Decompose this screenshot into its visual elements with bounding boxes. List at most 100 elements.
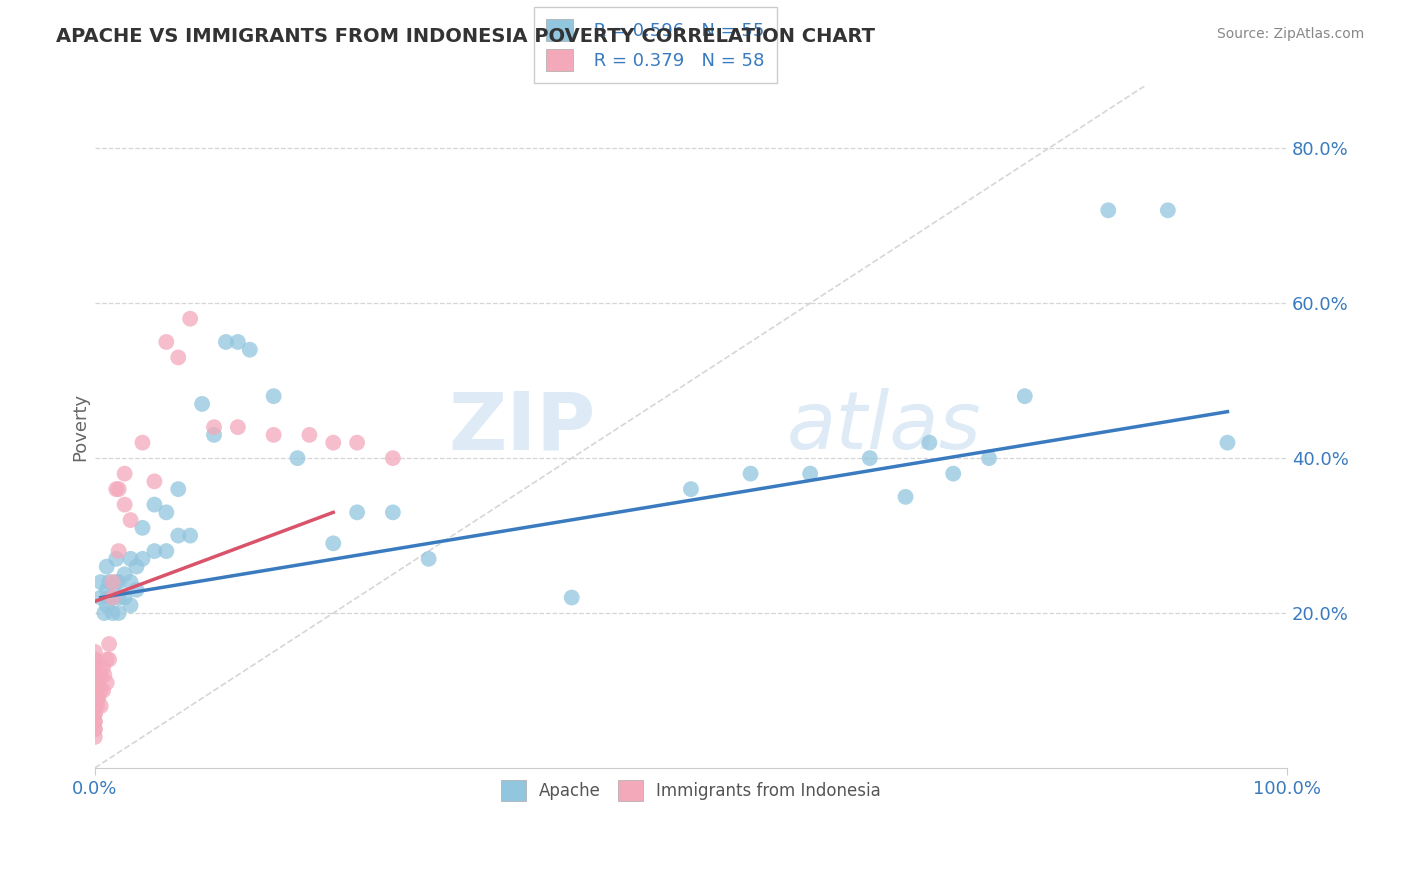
Point — [90, 668, 112, 682]
Point — [114, 567, 136, 582]
Point — [101, 591, 124, 605]
Point — [83, 691, 105, 706]
Point — [96, 652, 118, 666]
Point — [93, 606, 115, 620]
Point — [155, 334, 177, 349]
Point — [96, 599, 118, 613]
Y-axis label: Poverty: Poverty — [72, 393, 89, 461]
Point — [87, 691, 110, 706]
Point — [120, 513, 142, 527]
Point — [179, 528, 201, 542]
Point — [105, 575, 128, 590]
Point — [83, 668, 105, 682]
Point — [167, 482, 190, 496]
Point — [83, 714, 105, 729]
Point — [93, 668, 115, 682]
Point — [114, 591, 136, 605]
Point — [98, 591, 121, 605]
Point — [101, 606, 124, 620]
Point — [131, 551, 153, 566]
Point — [83, 698, 105, 713]
Point — [91, 683, 114, 698]
Point — [98, 652, 121, 666]
Point — [120, 599, 142, 613]
Point — [202, 428, 225, 442]
Point — [101, 575, 124, 590]
Point — [83, 723, 105, 737]
Point — [83, 668, 105, 682]
Point — [107, 606, 129, 620]
Point — [83, 683, 105, 698]
Point — [90, 575, 112, 590]
Point — [83, 660, 105, 674]
Point — [298, 428, 321, 442]
Point — [90, 591, 112, 605]
Point — [799, 467, 821, 481]
Point — [561, 591, 583, 605]
Point — [143, 475, 166, 489]
Point — [83, 714, 105, 729]
Point — [1097, 203, 1119, 218]
Point — [87, 675, 110, 690]
Point — [96, 582, 118, 597]
Point — [86, 683, 108, 698]
Point — [918, 435, 941, 450]
Point — [202, 420, 225, 434]
Text: atlas: atlas — [786, 388, 981, 467]
Point — [859, 451, 882, 466]
Point — [83, 660, 105, 674]
Point — [83, 675, 105, 690]
Point — [83, 652, 105, 666]
Point — [98, 637, 121, 651]
Point — [322, 435, 344, 450]
Point — [90, 698, 112, 713]
Point — [191, 397, 214, 411]
Point — [83, 730, 105, 744]
Point — [740, 467, 762, 481]
Point — [239, 343, 262, 357]
Point — [120, 551, 142, 566]
Point — [894, 490, 917, 504]
Point — [83, 723, 105, 737]
Point — [167, 528, 190, 542]
Point — [679, 482, 702, 496]
Point — [381, 505, 404, 519]
Point — [114, 498, 136, 512]
Text: APACHE VS IMMIGRANTS FROM INDONESIA POVERTY CORRELATION CHART: APACHE VS IMMIGRANTS FROM INDONESIA POVE… — [56, 27, 876, 45]
Point — [381, 451, 404, 466]
Point — [977, 451, 1000, 466]
Point — [107, 544, 129, 558]
Point — [107, 482, 129, 496]
Point — [179, 311, 201, 326]
Point — [346, 505, 368, 519]
Point — [1014, 389, 1036, 403]
Point — [226, 334, 249, 349]
Point — [120, 575, 142, 590]
Point — [125, 582, 148, 597]
Point — [125, 559, 148, 574]
Point — [83, 652, 105, 666]
Point — [96, 559, 118, 574]
Point — [90, 683, 112, 698]
Point — [263, 428, 285, 442]
Point — [1216, 435, 1239, 450]
Point — [83, 683, 105, 698]
Point — [83, 691, 105, 706]
Point — [131, 521, 153, 535]
Point — [322, 536, 344, 550]
Point — [96, 675, 118, 690]
Point — [83, 675, 105, 690]
Point — [346, 435, 368, 450]
Point — [287, 451, 309, 466]
Point — [83, 698, 105, 713]
Point — [131, 435, 153, 450]
Point — [155, 544, 177, 558]
Point — [83, 706, 105, 721]
Point — [83, 706, 105, 721]
Point — [114, 467, 136, 481]
Point — [107, 575, 129, 590]
Point — [101, 591, 124, 605]
Point — [105, 551, 128, 566]
Point — [215, 334, 238, 349]
Point — [143, 544, 166, 558]
